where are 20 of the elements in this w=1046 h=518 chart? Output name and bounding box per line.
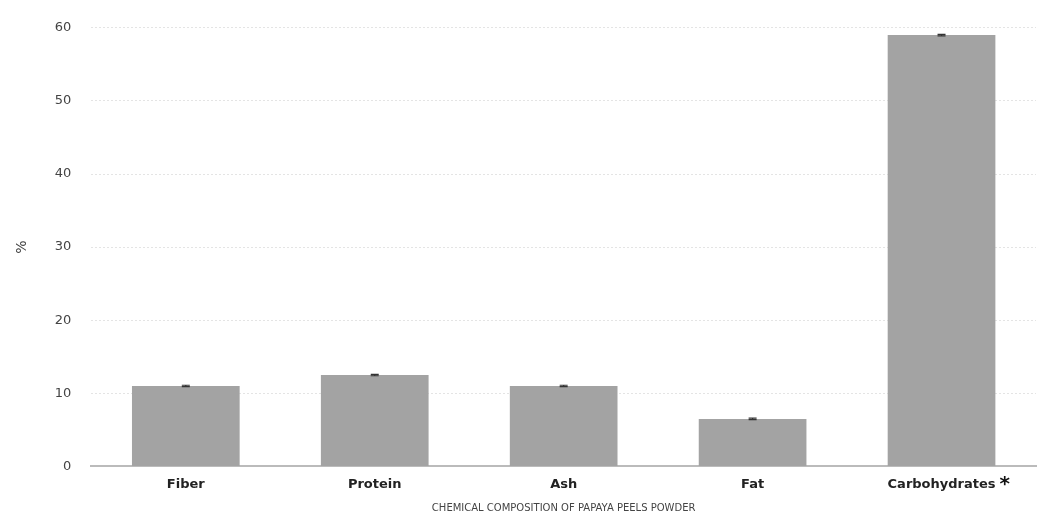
x-tick-label: Protein (347, 475, 402, 491)
y-tick-label: 20 (54, 311, 72, 327)
y-tick-label: 0 (63, 457, 72, 473)
y-tick-label: 60 (54, 19, 72, 35)
bar (320, 375, 429, 466)
x-tick-label: Ash (550, 475, 578, 491)
y-tick-label: 30 (54, 238, 72, 254)
y-tick-label: 50 (54, 92, 72, 108)
text: * (999, 470, 1011, 495)
x-tick-label: Fiber (166, 475, 206, 491)
x-tick-label: Fat (741, 475, 765, 491)
bar (887, 35, 996, 466)
x-axis-title: CHEMICAL COMPOSITION OF PAPAYA PEELS POWDER (431, 501, 696, 513)
bar (131, 385, 240, 466)
bar (698, 418, 807, 466)
bar (509, 385, 618, 466)
y-tick-label: 10 (54, 384, 72, 400)
y-axis-title: % (13, 240, 30, 254)
x-tick-label: Carbohydrates (887, 475, 996, 491)
y-tick-label: 40 (54, 165, 72, 181)
